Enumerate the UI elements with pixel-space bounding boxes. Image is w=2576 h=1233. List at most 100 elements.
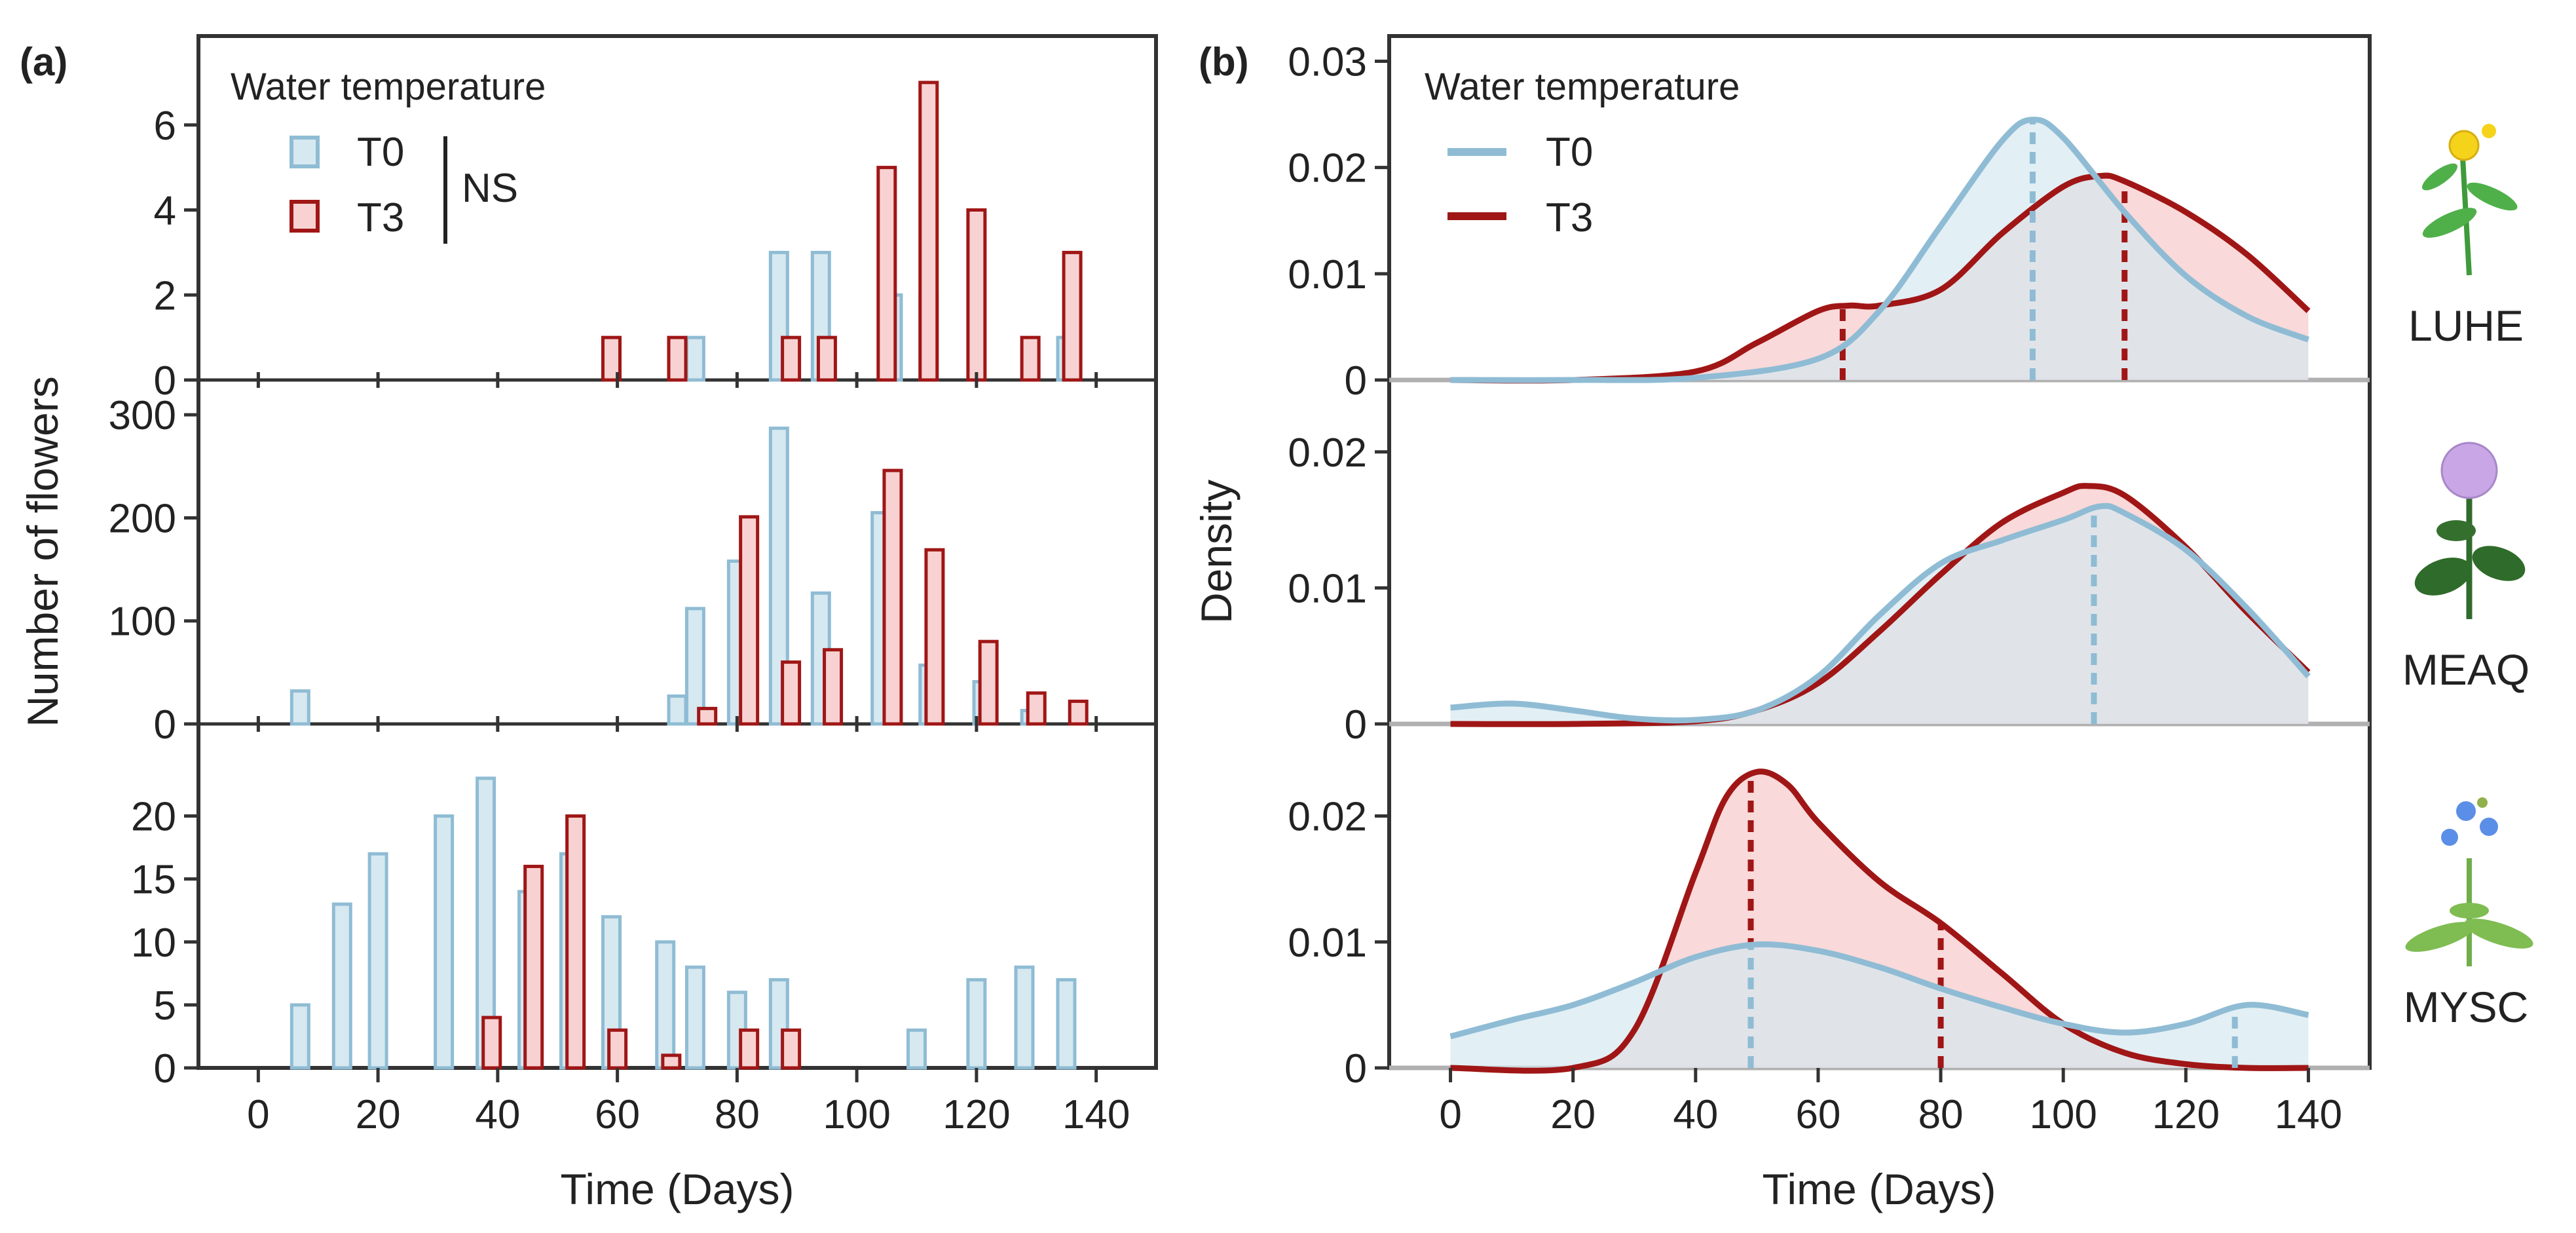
species-label-meaq: MEAQ xyxy=(2402,645,2529,694)
bar-t0 xyxy=(966,977,987,1070)
panel-b-y-tick-label: 0.01 xyxy=(1288,920,1367,966)
panel-a-x-tick-label: 40 xyxy=(475,1092,520,1137)
panel-b-tag: (b) xyxy=(1199,40,1249,84)
bar-t0 xyxy=(655,940,676,1070)
bar-t3 xyxy=(966,208,987,382)
bar-marks xyxy=(289,81,1089,1070)
panel-a-y-tick-label: 200 xyxy=(109,496,176,541)
bar-t0 xyxy=(667,694,688,726)
bar-t3 xyxy=(607,1028,628,1070)
luhe-leaf xyxy=(2467,182,2518,211)
panel-a-y-tick-label: 5 xyxy=(154,983,176,1029)
panel-b-legend: Water temperature T0 T3 xyxy=(1425,66,1740,240)
bar-t3 xyxy=(697,706,718,726)
meaq-leaf xyxy=(2436,520,2476,541)
bar-t3 xyxy=(781,1028,802,1070)
panel-b-y-tick-label: 0.02 xyxy=(1288,146,1367,191)
species-label-mysc: MYSC xyxy=(2404,983,2529,1031)
panel-a-y-tick-label: 6 xyxy=(154,104,176,149)
panel-a-ylabel: Number of flowers xyxy=(18,376,67,727)
panel-a-y-tick-label: 15 xyxy=(131,858,176,903)
panel-a-y-tick-label: 100 xyxy=(109,599,176,645)
bar-t0 xyxy=(434,814,455,1070)
bar-t3 xyxy=(1062,250,1083,382)
species-luhe-illustration xyxy=(2422,124,2518,276)
bar-t3 xyxy=(924,548,945,726)
density-line-t0 xyxy=(1449,941,2309,1040)
bar-t0 xyxy=(289,689,310,726)
panel-a-y-tick-label: 4 xyxy=(154,189,176,234)
bar-t3 xyxy=(816,335,837,382)
bar-t0 xyxy=(684,965,705,1070)
density-area-t0 xyxy=(1450,944,2309,1068)
bar-t3 xyxy=(978,639,999,726)
mysc-flower xyxy=(2441,829,2458,846)
panel-b-x-tick-label: 120 xyxy=(2152,1092,2220,1137)
legend-t3-swatch xyxy=(289,200,320,233)
legend-t3-label: T3 xyxy=(357,195,404,240)
panel-b-y-tick-label: 0 xyxy=(1345,702,1367,748)
luhe-leaf xyxy=(2422,163,2457,191)
legend-title: Water temperature xyxy=(231,66,546,108)
bar-t3 xyxy=(565,814,586,1070)
panel-a-legend: Water temperature T0 T3 NS xyxy=(231,66,546,244)
panel-b-x-tick-label: 100 xyxy=(2029,1092,2097,1137)
legend-b-t3-label: T3 xyxy=(1546,195,1593,240)
density-line-t0 xyxy=(1450,503,2311,724)
mysc-leaf xyxy=(2464,919,2533,949)
panel-b-y-tick-label: 0.01 xyxy=(1288,252,1367,297)
panel-a-y-tick-label: 0 xyxy=(154,358,176,404)
bar-t0 xyxy=(289,1003,310,1070)
panel-a-x-tick-label: 100 xyxy=(823,1092,890,1137)
legend-t0-swatch xyxy=(289,136,320,168)
panel-a-y-tick-label: 0 xyxy=(154,702,176,748)
bar-t3 xyxy=(601,335,622,382)
panel-a-tag: (a) xyxy=(20,40,67,84)
bar-t3 xyxy=(781,660,802,726)
bar-t3 xyxy=(667,335,688,382)
species-meaq-illustration xyxy=(2414,442,2526,619)
panel-a-y-tick-label: 10 xyxy=(131,920,176,966)
panel-b-x-tick-label: 20 xyxy=(1550,1092,1596,1137)
mysc-flower xyxy=(2456,801,2476,821)
panel-a-x-tick-label: 120 xyxy=(943,1092,1010,1137)
bar-t3 xyxy=(781,335,802,382)
density-line-t3 xyxy=(1450,172,2311,384)
panel-b-xlabel: Time (Days) xyxy=(1763,1165,1996,1213)
panel-b-ylabel: Density xyxy=(1192,480,1241,624)
mysc-leaf xyxy=(2405,922,2474,952)
luhe-bud xyxy=(2482,124,2496,138)
density-curves xyxy=(1449,117,2311,1074)
mysc-leaf xyxy=(2450,903,2489,919)
panel-a-y-tick-label: 300 xyxy=(109,393,176,438)
bar-t3 xyxy=(1020,335,1041,382)
bar-t3 xyxy=(1026,691,1047,726)
density-line-t0 xyxy=(1450,117,2310,383)
bar-t0 xyxy=(1056,977,1077,1070)
panel-b-x-tick-label: 40 xyxy=(1673,1092,1718,1137)
panel-a-x-tick-label: 140 xyxy=(1062,1092,1130,1137)
panel-b-y-tick-label: 0.01 xyxy=(1288,566,1367,611)
legend-t0-label: T0 xyxy=(357,130,404,175)
significance-label: NS xyxy=(462,166,518,211)
bar-t0 xyxy=(367,852,388,1070)
panel-b-y-tick-label: 0.02 xyxy=(1288,795,1367,840)
bar-t3 xyxy=(876,166,897,382)
mysc-flower xyxy=(2480,818,2498,836)
panel-a-xlabel: Time (Days) xyxy=(561,1165,794,1213)
legend-b-t0-label: T0 xyxy=(1546,130,1593,175)
bar-t3 xyxy=(882,468,903,726)
bar-t3 xyxy=(1068,699,1089,726)
bar-t3 xyxy=(823,648,844,726)
panel-b-y-tick-label: 0 xyxy=(1345,1046,1367,1091)
meaq-flower xyxy=(2440,442,2498,499)
panel-b-y-tick-label: 0.02 xyxy=(1288,430,1367,476)
bar-t0 xyxy=(684,335,705,382)
panel-a-x-tick-label: 0 xyxy=(247,1092,269,1137)
legend-b-title: Water temperature xyxy=(1425,66,1740,108)
panel-a-y-tick-label: 20 xyxy=(131,795,176,840)
bar-t3 xyxy=(661,1053,682,1070)
luhe-flower xyxy=(2448,130,2480,161)
bar-t0 xyxy=(331,902,352,1070)
